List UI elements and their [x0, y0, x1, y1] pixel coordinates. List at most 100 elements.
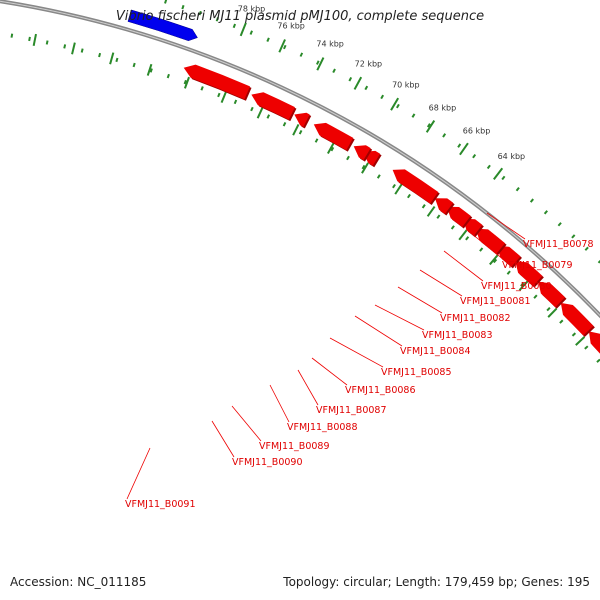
reverse-gene-arrow [588, 331, 600, 354]
backbone-highlight [0, 0, 600, 317]
inner-tick-dot [250, 106, 254, 112]
inner-tick-dot [132, 62, 136, 68]
outer-tick-dot [249, 30, 253, 35]
inner-major-tick [547, 307, 558, 318]
inner-tick-dot [80, 48, 84, 53]
outer-tick-dot [283, 44, 287, 50]
outer-tick-dot [215, 17, 219, 22]
inner-tick-dot [266, 114, 271, 119]
reverse-gene-arrow [353, 145, 371, 161]
gene-label-line [465, 228, 505, 261]
outer-tick-dot [501, 175, 506, 181]
major-tick [390, 97, 400, 111]
gene-label: VFMJ11_B0083 [422, 330, 493, 341]
outer-tick-dot [557, 222, 562, 227]
inner-tick-dot [314, 138, 319, 143]
reverse-gene-arrow [392, 169, 439, 204]
inner-tick-dot [493, 258, 498, 264]
outer-tick-dot [266, 37, 270, 42]
gene-label-line [211, 420, 235, 458]
inner-major-tick [183, 76, 190, 89]
reverse-gene-arrow [560, 302, 594, 336]
outer-tick-dot [486, 164, 491, 170]
outer-tick-dot [543, 210, 548, 215]
gene-label: VFMJ11_B0084 [400, 346, 471, 357]
reverse-gene-arrow [294, 112, 310, 127]
major-tick [425, 119, 436, 133]
gene-label: VFMJ11_B0091 [125, 499, 196, 510]
gene-label-line [269, 384, 290, 423]
gene-label: VFMJ11_B0087 [316, 405, 387, 416]
major-tick [316, 57, 325, 71]
inner-tick-dot [520, 282, 525, 287]
outer-tick-dot [380, 94, 385, 100]
major-tick [353, 76, 363, 90]
gene-label-line [397, 286, 443, 314]
inner-tick-dot [282, 122, 287, 127]
reverse-gene-arrow [313, 122, 354, 151]
major-tick [493, 167, 504, 180]
major-tick [278, 39, 286, 53]
inner-tick-dot [465, 236, 470, 241]
inner-major-tick [489, 254, 499, 266]
inner-tick-dot [98, 52, 102, 58]
inner-major-tick [220, 91, 228, 103]
inner-tick-dot [28, 36, 31, 42]
inner-tick-dot [479, 247, 484, 252]
tick-label: 66 kbp [463, 126, 491, 135]
reverse-gene-arrow [538, 281, 566, 308]
gene-label: VFMJ11_B0082 [440, 313, 511, 324]
tick-label: 64 kbp [498, 152, 526, 161]
inner-tick-dot [421, 204, 426, 209]
inner-tick-dot [233, 99, 238, 105]
inner-tick-dot [10, 33, 14, 38]
inner-major-tick [256, 106, 264, 119]
outer-tick-dot [348, 76, 353, 82]
outer-tick-dot [164, 0, 168, 4]
outer-tick-dot [472, 153, 477, 159]
outer-tick-dot [457, 143, 462, 148]
reverse-gene-arrow [446, 206, 471, 227]
gene-label-line [329, 337, 384, 368]
inner-tick-dot [183, 79, 187, 85]
gene-label: VFMJ11_B0080 [481, 281, 552, 292]
inner-major-tick [32, 33, 37, 47]
outer-tick-dot [364, 85, 369, 91]
inner-tick-dot [436, 214, 441, 219]
gene-label: VFMJ11_B0078 [523, 239, 594, 250]
tick-label: 74 kbp [316, 40, 344, 49]
inner-tick-dot [217, 92, 221, 98]
outer-tick-dot [198, 10, 202, 16]
inner-major-tick [292, 124, 300, 136]
reverse-gene-arrow [497, 245, 521, 267]
inner-tick-dot [533, 294, 538, 299]
inner-major-tick [109, 52, 115, 65]
outer-tick-dot [426, 123, 431, 128]
outer-tick-dot [181, 4, 185, 10]
inner-major-tick [327, 142, 335, 155]
page-title: Vibrio fischeri MJ11 plasmid pMJ100, com… [115, 9, 485, 24]
inner-major-tick [146, 63, 153, 76]
major-tick [239, 22, 247, 37]
outer-tick-dot [515, 186, 520, 192]
outer-tick-dot [529, 198, 534, 203]
gene-label: VFMJ11_B0089 [259, 441, 330, 452]
outer-tick-dot [411, 113, 416, 118]
gene-label: VFMJ11_B0085 [381, 367, 452, 378]
reverse-gene-arrow [515, 261, 543, 287]
inner-tick-dot [376, 174, 381, 179]
gene-label-line [297, 369, 319, 406]
inner-tick-dot [361, 164, 366, 170]
inner-tick-dot [392, 183, 396, 189]
gene-label: VFMJ11_B0088 [287, 422, 358, 433]
outer-tick-dot [299, 52, 304, 57]
inner-major-tick [71, 42, 76, 55]
inner-major-tick [575, 336, 586, 346]
outer-tick-dot [571, 234, 576, 239]
gene-label-line [374, 304, 425, 331]
gene-label: VFMJ11_B0086 [345, 385, 416, 396]
gene-label-line [354, 315, 403, 347]
tick-label: 78 kbp [238, 4, 266, 13]
tick-label: 76 kbp [277, 21, 305, 30]
inner-tick-dot [166, 73, 170, 79]
